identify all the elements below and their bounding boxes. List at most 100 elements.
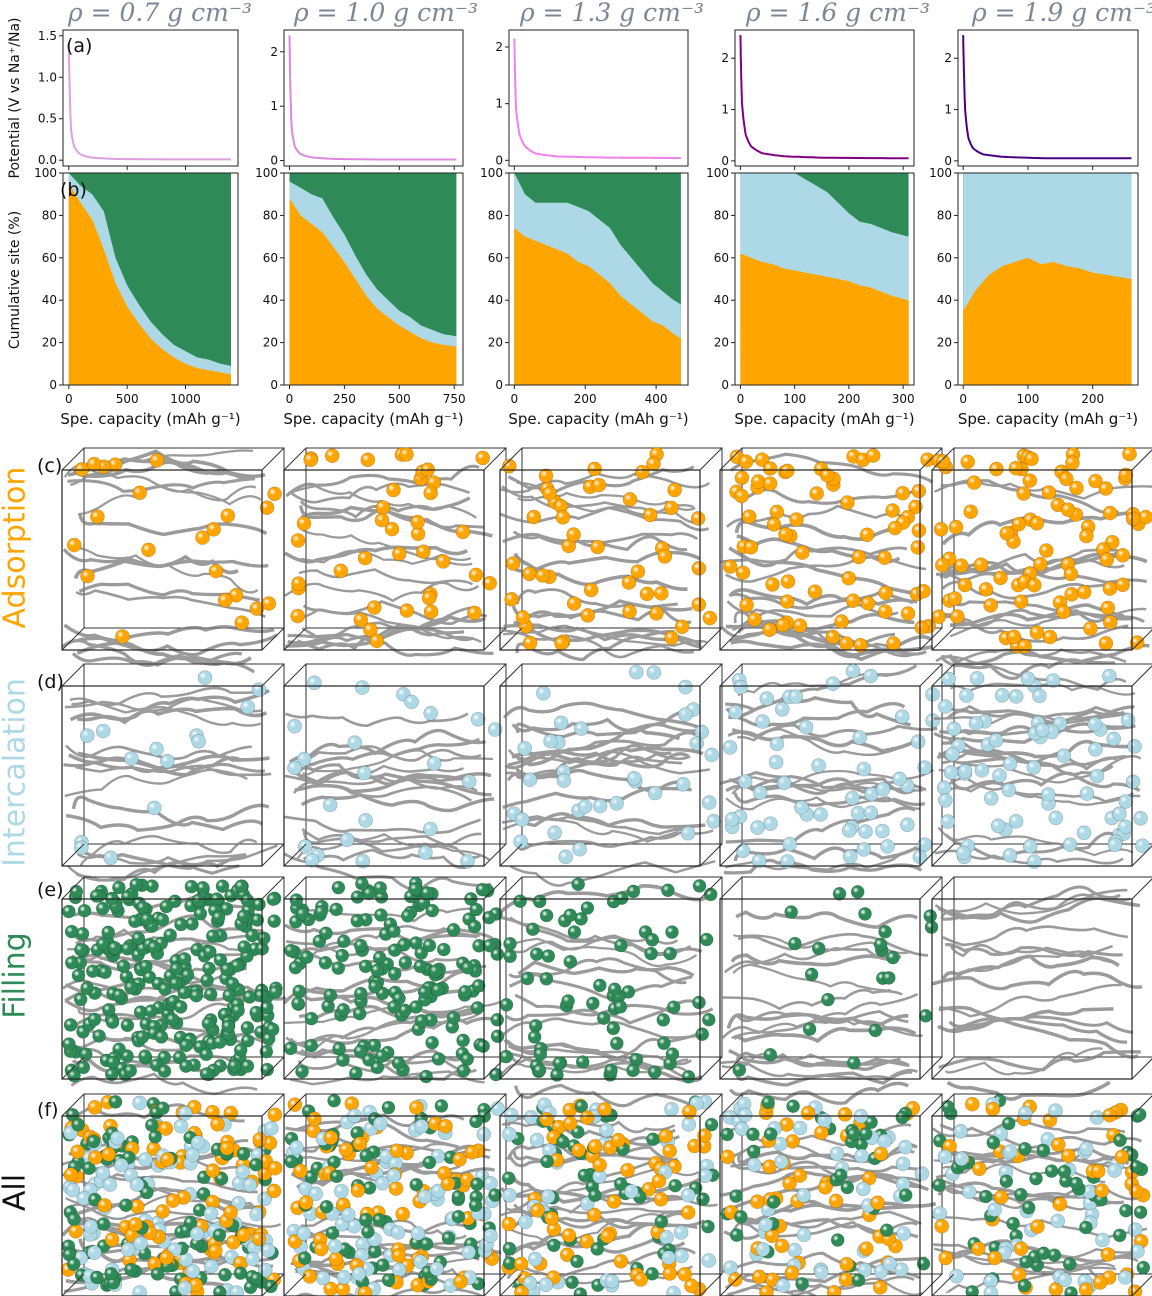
adsorption-atom [1099,552,1115,567]
filling-atom [490,1012,505,1027]
filling-atom [332,1041,346,1056]
adsorption-atom [779,594,795,609]
intercalation-atom [177,1280,192,1296]
cube-depth-edge [499,1093,523,1117]
cube-front-edge [61,685,263,867]
filling-atom [873,937,888,952]
adsorption-atom [482,575,498,591]
filling-atom [144,1004,158,1018]
intercalation-atom [1022,838,1038,854]
adsorption-atom [206,521,221,537]
cube-depth-edge [61,1056,85,1080]
adsorption-atom [963,504,979,520]
filling-atom [1119,1203,1133,1218]
carbon-sheet [74,928,263,944]
intercalation-atom [937,792,953,808]
intercalation-atom [782,836,798,852]
cube-front-edge [499,898,701,1080]
adsorption-atom [916,583,931,599]
filling-atom [665,1047,680,1061]
carbon-sheet [284,815,481,835]
row-label-filling: Filling [0,932,33,1019]
filling-atom [183,1215,198,1230]
filling-atom [663,946,677,961]
intercalation-atom [470,711,486,727]
intercalation-atom [728,704,743,720]
filling-atom [986,1135,1001,1150]
adsorption-atom [778,526,793,542]
adsorption-atom [983,598,999,613]
filling-atom [391,1056,406,1070]
filling-atom [240,1059,255,1073]
cube-front-edge [931,469,1133,651]
intercalation-atom [758,1217,773,1233]
adsorption-atom [290,533,306,548]
cube-depth-edge [261,876,285,900]
carbon-sheet [729,1081,910,1105]
intercalation-atom [423,821,438,837]
adsorption-atom [324,448,340,464]
adsorption-atom [515,610,531,625]
adsorption-atom [522,635,538,651]
filling-atom [552,1056,567,1070]
filling-atom [821,992,835,1007]
adsorption-atom [658,1128,674,1144]
adsorption-atom [63,1167,79,1182]
intercalation-atom [1026,759,1042,775]
adsorption-atom [837,1107,853,1122]
filling-atom [527,1030,542,1044]
adsorption-atom [934,1218,950,1234]
carbon-sheet [735,910,919,929]
adsorption-atom [663,500,679,516]
filling-atom [159,899,174,914]
carbon-sheet [512,530,699,546]
filling-atom [532,1063,547,1078]
adsorption-atom [290,608,306,624]
filling-atom [234,879,248,894]
intercalation-atom [1118,794,1133,809]
potential-ytick-label: 0 [270,154,278,168]
site-ytick-label: 60 [488,251,503,265]
filling-atom [720,1127,735,1142]
filling-atom [249,1157,263,1172]
adsorption-atom [97,1198,112,1213]
filling-atom [999,1174,1014,1189]
filling-atom [503,949,517,964]
carbon-sheet [723,946,898,974]
adsorption-atom [1078,1282,1094,1296]
intercalation-atom [990,818,1006,834]
filling-atom [704,1117,719,1132]
filling-atom [488,1188,502,1202]
adsorption-atom [562,1116,578,1131]
intercalation-atom [1002,756,1018,772]
adsorption-atom [70,1144,85,1159]
filling-atom [881,971,896,985]
filling-atom [533,1047,548,1061]
intercalation-atom [940,814,956,829]
potential-curve [513,38,681,160]
intercalation-atom [358,813,373,828]
adsorption-atom [74,462,90,477]
cube-depth-edge [283,843,307,867]
adsorption-atom [1061,1148,1076,1163]
carbon-sheet [501,1119,676,1134]
filling-atom [470,1001,485,1015]
adsorption-atom [702,610,718,626]
filling-atom [661,883,675,898]
filling-atom [112,988,126,1002]
filling-atom [784,905,799,919]
filling-atom [1112,1228,1127,1243]
cube-depth-edge [261,627,285,651]
filling-atom [148,1130,162,1144]
carbon-sheet [948,1016,1128,1044]
adsorption-atom [953,558,969,573]
intercalation-atom [297,839,313,854]
intercalation-atom [737,774,753,789]
cube-front-edge [499,685,701,867]
filling-atom [419,1069,433,1084]
intercalation-atom [794,800,809,815]
adsorption-atom [1076,584,1092,600]
intercalation-atom [103,850,118,866]
adsorption-atom [621,575,637,590]
adsorption-atom [973,557,989,573]
